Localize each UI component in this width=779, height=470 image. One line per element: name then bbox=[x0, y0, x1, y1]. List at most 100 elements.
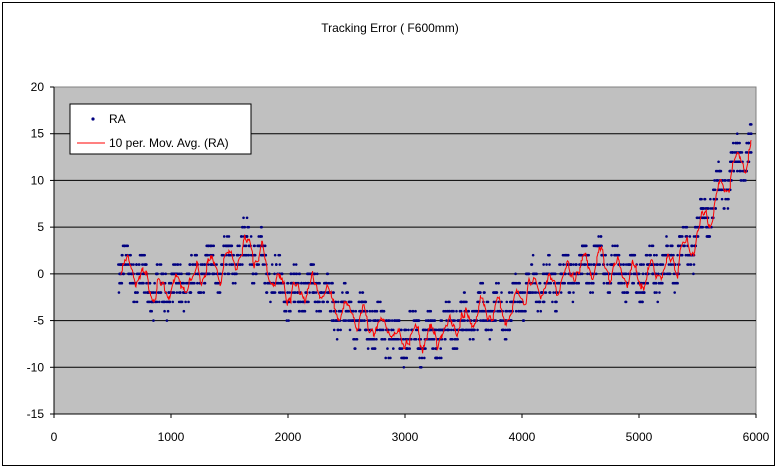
ra-point bbox=[348, 328, 352, 332]
ra-point bbox=[179, 291, 182, 294]
ra-point bbox=[408, 347, 411, 350]
moving-average-line bbox=[120, 140, 752, 354]
ra-point bbox=[463, 291, 466, 294]
ra-point bbox=[153, 281, 156, 285]
ra-point bbox=[352, 309, 355, 313]
ra-point bbox=[243, 225, 247, 229]
ra-point bbox=[269, 300, 272, 304]
ra-point bbox=[308, 291, 311, 294]
ra-point bbox=[542, 300, 546, 304]
ra-point bbox=[651, 272, 655, 276]
ra-point bbox=[559, 263, 562, 266]
ra-point bbox=[661, 281, 664, 285]
ra-point bbox=[386, 347, 389, 350]
ra-point bbox=[312, 263, 316, 266]
ra-point bbox=[407, 328, 410, 332]
ra-point bbox=[346, 309, 350, 313]
ra-point bbox=[400, 347, 404, 350]
ra-point bbox=[683, 244, 686, 248]
ra-point bbox=[690, 244, 694, 248]
ra-point bbox=[456, 337, 459, 341]
y-tick-label: -5 bbox=[33, 314, 44, 328]
ra-point bbox=[548, 263, 551, 266]
ra-point bbox=[212, 272, 216, 276]
ra-point bbox=[355, 337, 359, 341]
ra-point bbox=[673, 291, 676, 294]
ra-point bbox=[278, 253, 282, 257]
ra-point bbox=[587, 281, 591, 285]
ra-point bbox=[488, 337, 492, 341]
ra-point bbox=[190, 253, 193, 257]
ra-point bbox=[692, 263, 696, 266]
ra-point bbox=[273, 272, 276, 276]
x-tick-label: 6000 bbox=[743, 430, 770, 444]
x-tick-label: 5000 bbox=[626, 430, 653, 444]
ra-point bbox=[284, 309, 288, 313]
ra-point bbox=[608, 291, 612, 294]
ra-point bbox=[536, 309, 540, 313]
ra-point bbox=[671, 244, 674, 248]
y-tick-label: 10 bbox=[31, 173, 45, 187]
ra-point bbox=[242, 216, 245, 220]
ra-point bbox=[327, 281, 331, 285]
ra-point bbox=[169, 281, 173, 285]
ra-point bbox=[122, 272, 125, 276]
ra-point bbox=[637, 272, 641, 276]
ra-point bbox=[750, 151, 753, 154]
ra-point bbox=[524, 309, 527, 313]
ra-point bbox=[273, 253, 277, 257]
ra-point bbox=[569, 263, 573, 266]
ra-point bbox=[420, 365, 423, 369]
ra-point bbox=[559, 291, 563, 294]
ra-point bbox=[672, 253, 675, 257]
ra-point bbox=[545, 263, 548, 266]
ra-point bbox=[415, 328, 419, 332]
ra-point bbox=[164, 272, 168, 276]
ra-point bbox=[747, 141, 751, 145]
x-tick-label: 4000 bbox=[509, 430, 536, 444]
ra-point bbox=[505, 300, 509, 304]
ra-point bbox=[382, 328, 385, 332]
ra-point bbox=[176, 263, 180, 266]
ra-point bbox=[156, 272, 159, 276]
ra-point bbox=[200, 291, 203, 294]
ra-point bbox=[212, 244, 216, 248]
ra-point bbox=[572, 263, 575, 266]
ra-point bbox=[300, 281, 303, 285]
ra-point bbox=[143, 253, 146, 257]
chart-title: Tracking Error ( F600mm) bbox=[321, 21, 459, 35]
ra-point bbox=[628, 263, 632, 266]
ra-point bbox=[189, 263, 192, 266]
ra-point bbox=[646, 281, 650, 285]
ra-point bbox=[294, 263, 298, 266]
ra-point bbox=[180, 300, 184, 304]
ra-point bbox=[325, 281, 328, 285]
ra-point bbox=[225, 263, 228, 266]
ra-point bbox=[135, 300, 139, 304]
ra-point bbox=[599, 235, 603, 238]
ra-point bbox=[472, 337, 475, 341]
ra-point bbox=[440, 319, 444, 322]
ra-point bbox=[189, 291, 193, 294]
ra-point bbox=[263, 244, 267, 248]
ra-point bbox=[685, 225, 689, 229]
ra-point bbox=[227, 235, 231, 238]
ra-point bbox=[260, 235, 263, 238]
ra-point bbox=[500, 300, 503, 304]
x-tick-label: 1000 bbox=[158, 430, 185, 444]
ra-point bbox=[133, 300, 137, 304]
ra-point bbox=[468, 337, 472, 341]
ra-point bbox=[280, 272, 284, 276]
ra-point bbox=[731, 141, 735, 145]
ra-point bbox=[451, 337, 454, 341]
ra-point bbox=[602, 281, 606, 285]
ra-point bbox=[168, 300, 172, 304]
ra-point bbox=[187, 300, 190, 304]
ra-point bbox=[418, 356, 421, 360]
ra-point bbox=[627, 272, 630, 276]
ra-point bbox=[432, 337, 436, 341]
ra-point bbox=[293, 300, 297, 304]
ra-point bbox=[572, 291, 575, 294]
ra-point bbox=[195, 253, 199, 257]
ra-point bbox=[255, 272, 258, 276]
